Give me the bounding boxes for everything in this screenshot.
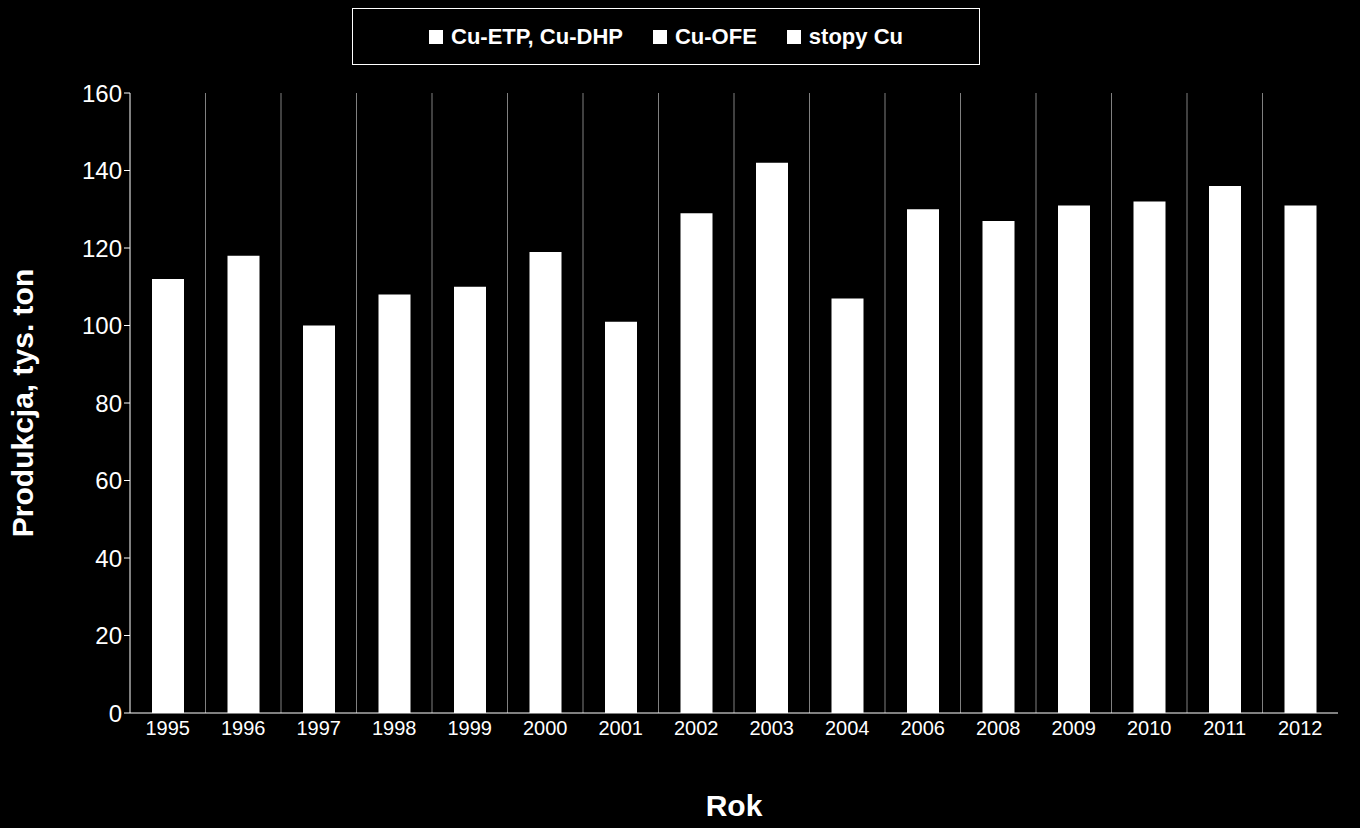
html-text:stopy Cu: stopy Cu — [808, 23, 903, 49]
svg-text:140: 140 — [82, 157, 122, 184]
svg-text:20: 20 — [95, 622, 122, 649]
svg-text:100: 100 — [82, 312, 122, 339]
svg-text:2001: 2001 — [599, 717, 644, 739]
svg-text:2000: 2000 — [523, 717, 568, 739]
html-text:Cu-ETP, Cu-DHP: Cu-ETP, Cu-DHP — [451, 23, 623, 49]
svg-text:2009: 2009 — [1052, 717, 1097, 739]
svg-text:Produkcja, tys. ton: Produkcja, tys. ton — [8, 269, 39, 537]
svg-text:0: 0 — [109, 700, 122, 727]
svg-text:1996: 1996 — [221, 717, 266, 739]
svg-text:160: 160 — [82, 80, 122, 107]
svg-text:2003: 2003 — [750, 717, 795, 739]
svg-text:80: 80 — [95, 390, 122, 417]
svg-text:2002: 2002 — [674, 717, 719, 739]
svg-text:2008: 2008 — [976, 717, 1021, 739]
html-text:Cu-OFE: Cu-OFE — [675, 23, 757, 49]
svg-text:120: 120 — [82, 235, 122, 262]
svg-text:2004: 2004 — [825, 717, 870, 739]
svg-text:1999: 1999 — [448, 717, 493, 739]
svg-text:1997: 1997 — [297, 717, 342, 739]
svg-text:2012: 2012 — [1278, 717, 1323, 739]
svg-text:60: 60 — [95, 467, 122, 494]
svg-text:2010: 2010 — [1127, 717, 1172, 739]
svg-text:2006: 2006 — [901, 717, 946, 739]
svg-text:1995: 1995 — [146, 717, 191, 739]
svg-text:2011: 2011 — [1203, 717, 1246, 739]
svg-text:40: 40 — [95, 545, 122, 572]
svg-text:1998: 1998 — [372, 717, 417, 739]
svg-text:Rok: Rok — [706, 789, 763, 822]
